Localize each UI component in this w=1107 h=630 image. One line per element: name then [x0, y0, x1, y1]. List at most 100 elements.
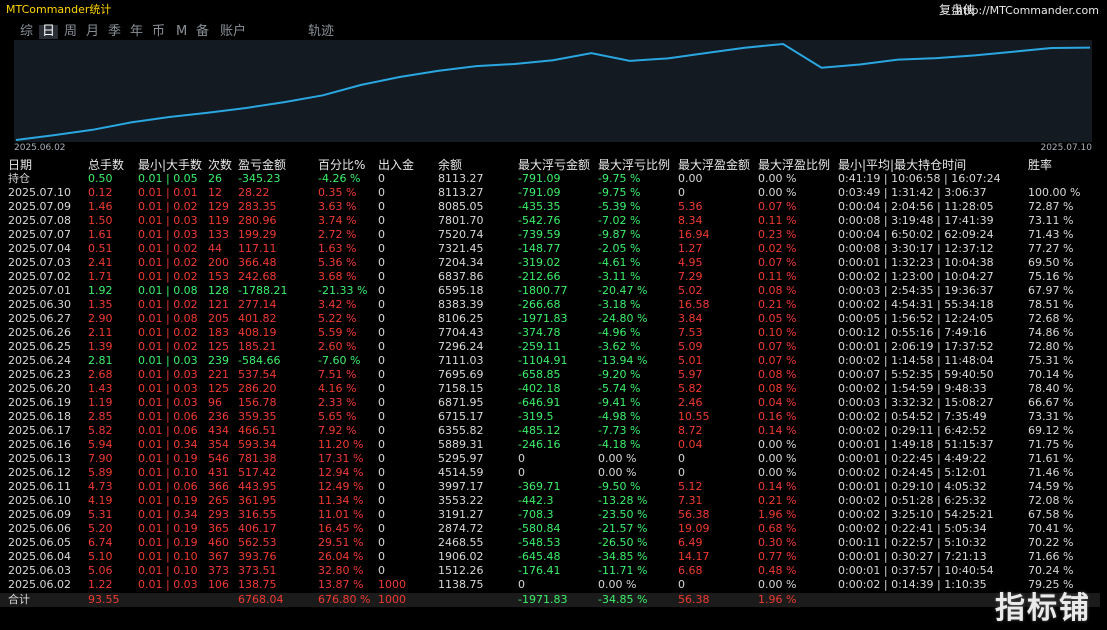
table-cell: 0.04 %: [758, 396, 797, 409]
table-cell: 373: [208, 564, 229, 577]
table-cell: 0.01 | 0.19: [138, 452, 198, 465]
table-cell: 72.68 %: [1028, 312, 1074, 325]
tab[interactable]: 币: [152, 24, 166, 39]
table-cell: 0:00:01 | 0:37:57 | 10:40:54: [838, 564, 994, 577]
table-cell: -23.50 %: [598, 508, 648, 521]
table-cell: 0.07 %: [758, 200, 797, 213]
table-cell: 119: [208, 214, 229, 227]
table-cell: 0: [378, 354, 385, 367]
table-cell: 78.51 %: [1028, 298, 1074, 311]
table-cell: 0.23 %: [758, 228, 797, 241]
watermark: 指标铺: [995, 591, 1091, 626]
table-cell: -7.02 %: [598, 214, 641, 227]
table-cell: 5.20: [88, 522, 113, 535]
table-cell: 0.00 %: [758, 578, 797, 591]
table-cell: 0: [378, 438, 385, 451]
table-cell: 221: [208, 368, 229, 381]
x-tick-label: 2025.06.02: [14, 143, 66, 153]
table-cell: 5.82: [678, 382, 703, 395]
table-cell: 0.01 | 0.34: [138, 508, 198, 521]
table-cell: 70.24 %: [1028, 564, 1074, 577]
table-cell: -584.66: [238, 354, 281, 367]
chart-background: [14, 40, 1092, 142]
table-cell: 3997.17: [438, 480, 484, 493]
table-cell: 4514.59: [438, 466, 484, 479]
table-cell: 12: [208, 186, 222, 199]
table-cell: 393.76: [238, 550, 277, 563]
table-cell: 2.85: [88, 410, 113, 423]
table-cell: 0.11 %: [758, 214, 797, 227]
tab[interactable]: 轨迹: [308, 24, 335, 39]
total-cell: 6768.04: [238, 593, 284, 606]
tab[interactable]: 周: [64, 24, 78, 39]
table-cell: 7.53: [678, 326, 703, 339]
table-cell: 0:00:02 | 1:14:58 | 11:48:04: [838, 354, 994, 367]
table-cell: 5.10: [88, 550, 113, 563]
table-cell: -9.75 %: [598, 172, 641, 185]
table-cell: 0: [378, 522, 385, 535]
table-cell: -13.28 %: [598, 494, 648, 507]
table-cell: 7704.43: [438, 326, 484, 339]
table-cell: 0:00:02 | 1:54:59 | 9:48:33: [838, 382, 987, 395]
table-cell: 2025.06.26: [8, 326, 71, 339]
tab[interactable]: M: [176, 24, 188, 39]
table-cell: 359.35: [238, 410, 277, 423]
table-cell: 2025.06.24: [8, 354, 71, 367]
table-cell: 2025.06.03: [8, 564, 71, 577]
table-cell: 0: [378, 242, 385, 255]
table-cell: 0.01 | 0.02: [138, 340, 198, 353]
table-cell: -20.47 %: [598, 284, 648, 297]
table-cell: 431: [208, 466, 229, 479]
table-cell: 0:00:03 | 3:32:32 | 15:08:27: [838, 396, 994, 409]
table-cell: 2.33 %: [318, 396, 357, 409]
table-cell: 4.19: [88, 494, 113, 507]
table-cell: 26: [208, 172, 222, 185]
table-cell: 10.55: [678, 410, 710, 423]
table-cell: -374.78: [518, 326, 561, 339]
table-cell: 6871.95: [438, 396, 484, 409]
table-cell: 443.95: [238, 480, 277, 493]
table-cell: 70.22 %: [1028, 536, 1074, 549]
column-header: 次数: [208, 158, 233, 172]
table-cell: 0.01 | 0.02: [138, 242, 198, 255]
table-cell: -4.26 %: [318, 172, 361, 185]
table-cell: -21.57 %: [598, 522, 648, 535]
table-cell: 0:00:02 | 0:51:28 | 6:25:32: [838, 494, 987, 507]
tab[interactable]: 综: [20, 24, 34, 39]
table-cell: 2025.06.16: [8, 438, 71, 451]
table-cell: -542.76: [518, 214, 561, 227]
tab[interactable]: 年: [130, 24, 144, 39]
table-cell: 2025.06.13: [8, 452, 71, 465]
table-cell: 0.14 %: [758, 480, 797, 493]
table-cell: 7.29: [678, 270, 703, 283]
tab[interactable]: 备: [196, 24, 210, 39]
table-cell: 0:41:19 | 10:06:58 | 16:07:24: [838, 172, 1001, 185]
table-cell: 5.97: [678, 368, 703, 381]
table-cell: 2.81: [88, 354, 113, 367]
table-cell: 71.66 %: [1028, 550, 1074, 563]
table-cell: 5295.97: [438, 452, 484, 465]
table-cell: 0.01 | 0.03: [138, 382, 198, 395]
table-cell: 283.35: [238, 200, 277, 213]
tab[interactable]: 月: [86, 24, 100, 39]
tab[interactable]: 日: [39, 25, 59, 39]
table-cell: 265: [208, 494, 229, 507]
table-cell: 6.74: [88, 536, 113, 549]
table-cell: 74.59 %: [1028, 480, 1074, 493]
table-cell: 0.01 | 0.10: [138, 564, 198, 577]
table-cell: -485.12: [518, 424, 561, 437]
tab[interactable]: 季: [108, 24, 122, 39]
table-cell: 0: [378, 228, 385, 241]
table-cell: 1.96 %: [758, 508, 797, 521]
table-cell: 8106.25: [438, 312, 484, 325]
table-cell: -2.05 %: [598, 242, 641, 255]
table-cell: 8383.39: [438, 298, 484, 311]
tab[interactable]: 账户: [220, 24, 247, 39]
table-cell: 0: [378, 508, 385, 521]
table-cell: 0:00:08 | 3:30:17 | 12:37:12: [838, 242, 994, 255]
table-cell: -319.5: [518, 410, 554, 423]
table-cell: 2025.06.06: [8, 522, 71, 535]
table-cell: 0: [378, 494, 385, 507]
table-cell: 0.01 | 0.03: [138, 368, 198, 381]
website-link[interactable]: http://MTCommander.com: [955, 4, 1099, 17]
